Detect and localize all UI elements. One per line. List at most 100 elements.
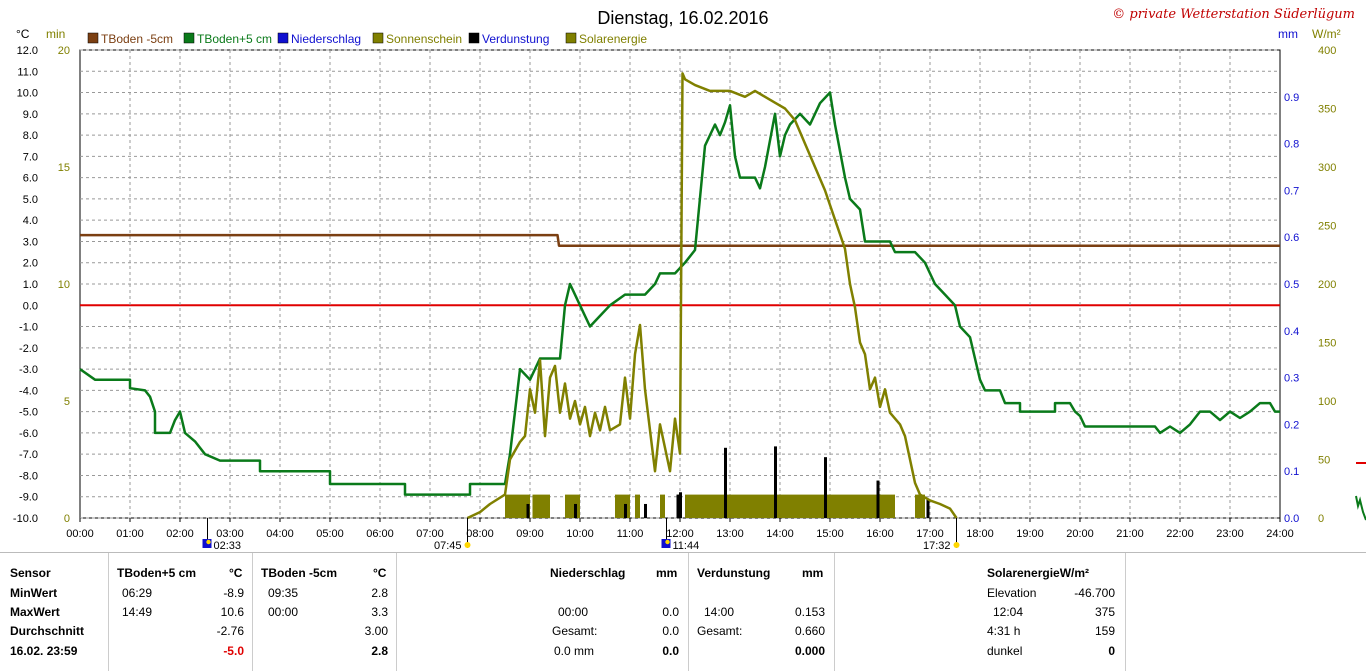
y-tick-wm2: 150 (1318, 338, 1336, 350)
y-tick-celsius: -5.0 (19, 407, 38, 419)
marker-label: 07:45 (434, 540, 462, 552)
x-tick-label: 15:00 (816, 528, 844, 540)
tbm5-unit: °C (373, 566, 387, 580)
y-tick-mm: 0.1 (1284, 466, 1299, 478)
tb5-unit: °C (229, 566, 243, 580)
evaporation-bar (679, 492, 682, 518)
tboden-minus5-line (80, 233, 1280, 247)
x-tick-label: 24:00 (1266, 528, 1294, 540)
legend-label: TBoden+5 cm (197, 32, 272, 46)
evaporation-bar (724, 447, 727, 518)
tbm5-current: 2.8 (371, 644, 388, 658)
sunshine-bar (915, 494, 925, 518)
y-tick-celsius: 5.0 (23, 194, 38, 206)
unit-celsius: °C (16, 27, 30, 41)
y-tick-celsius: -2.0 (19, 343, 38, 355)
evaporation-bar (926, 499, 930, 518)
y-tick-min: 5 (64, 396, 70, 408)
rain-header: Niederschlag (550, 566, 626, 580)
y-tick-celsius: 0.0 (23, 300, 38, 312)
sunshine-bar (615, 494, 630, 518)
x-tick-label: 04:00 (266, 528, 294, 540)
y-tick-celsius: -7.0 (19, 449, 38, 461)
y-tick-celsius: -6.0 (19, 428, 38, 440)
sunshine-bar (505, 494, 530, 518)
tbm5-min-time: 09:35 (268, 586, 299, 600)
y-tick-mm: 0.7 (1284, 185, 1299, 197)
line-layer (79, 72, 1280, 520)
x-tick-label: 18:00 (966, 528, 994, 540)
evap-total-val: 0.660 (794, 624, 825, 638)
y-tick-wm2: 350 (1318, 104, 1336, 116)
y-tick-wm2: 300 (1318, 162, 1336, 174)
solar-max-val: 375 (1094, 605, 1115, 619)
tbm5-max-val: 3.3 (371, 605, 388, 619)
x-tick-label: 08:00 (466, 528, 494, 540)
sunshine-bar (685, 494, 895, 518)
y-tick-celsius: -1.0 (19, 322, 38, 334)
row-label-current: 16.02. 23:59 (10, 644, 78, 658)
sunshine-bar (565, 494, 580, 518)
x-tick-label: 19:00 (1016, 528, 1044, 540)
rain-total-label: Gesamt: (552, 624, 598, 638)
x-tick-label: 11:00 (617, 528, 644, 540)
right-edge-marks (1355, 462, 1366, 521)
legend-label: TBoden -5cm (101, 32, 173, 46)
row-label-max: MaxWert (10, 605, 60, 619)
marker-label: 11:44 (673, 540, 700, 552)
tb5-header: TBoden+5 cm (117, 566, 197, 580)
y-tick-min: 20 (58, 45, 70, 57)
legend: TBoden -5cm TBoden+5 cm Niederschlag Sonnen… (87, 32, 647, 46)
y-tick-celsius: -3.0 (19, 364, 38, 376)
y-tick-min: 15 (58, 162, 70, 174)
axes: 12.0 11.0 10.0 9.0 8.0 7.0 6.0 5.0 4.0 3.0 2.0 1.0 0… (13, 27, 1341, 540)
copyright-note: © private Wetterstation Süderlügum (1112, 7, 1355, 22)
unit-wm2: W/m² (1312, 27, 1341, 41)
legend-swatch (565, 32, 577, 44)
solar-header: SolarenergieW/m² (987, 566, 1090, 580)
evaporation-bar (824, 457, 827, 518)
chart-title: Dienstag, 16.02.2016 (597, 8, 768, 28)
marker-label: 17:32 (923, 540, 951, 552)
y-tick-wm2: 0 (1318, 513, 1324, 525)
marker-star-icon (206, 539, 211, 545)
legend-swatch (277, 32, 289, 44)
y-tick-mm: 0.6 (1284, 232, 1299, 244)
legend-swatch (372, 32, 384, 44)
tbm5-header: TBoden -5cm (261, 566, 338, 580)
sensor-header: Sensor (10, 566, 51, 580)
x-tick-label: 09:00 (516, 528, 544, 540)
rain-current-label: 0.0 mm (554, 644, 595, 658)
y-tick-celsius: 6.0 (23, 173, 38, 185)
tb5-current: -5.0 (223, 644, 244, 658)
x-tick-label: 07:00 (416, 528, 444, 540)
evap-header: Verdunstung (697, 566, 771, 580)
row-label-avg: Durchschnitt (10, 624, 85, 638)
x-tick-label: 06:00 (366, 528, 394, 540)
legend-label: Verdunstung (482, 32, 549, 46)
y-tick-celsius: 11.0 (17, 66, 38, 78)
y-tick-mm: 0.8 (1284, 139, 1299, 151)
y-tick-min: 10 (58, 279, 70, 291)
x-tick-label: 17:00 (916, 528, 944, 540)
solar-max-time: 12:04 (993, 605, 1024, 619)
unit-mm: mm (1278, 27, 1298, 41)
solar-status-val: 0 (1108, 644, 1115, 658)
rain-total-val: 0.0 (662, 624, 679, 638)
weather-chart: Dienstag, 16.02.2016 © private Wettersta… (13, 7, 1366, 552)
x-tick-label: 14:00 (766, 528, 794, 540)
x-tick-label: 13:00 (716, 528, 744, 540)
tboden-plus5-line (79, 91, 1280, 496)
x-tick-label: 23:00 (1216, 528, 1244, 540)
y-tick-celsius: 9.0 (23, 109, 38, 121)
tb5-min-time: 06:29 (122, 586, 153, 600)
rain-max-val: 0.0 (662, 605, 679, 619)
solar-hours-val: 159 (1094, 624, 1115, 638)
marker-sun-icon (464, 542, 471, 548)
evap-max-val: 0.153 (794, 605, 825, 619)
row-label-min: MinWert (10, 586, 58, 600)
y-tick-celsius: -10.0 (13, 513, 38, 525)
x-tick-label: 12:00 (666, 528, 694, 540)
marker-label: 02:33 (214, 540, 242, 552)
y-tick-wm2: 50 (1318, 455, 1330, 467)
